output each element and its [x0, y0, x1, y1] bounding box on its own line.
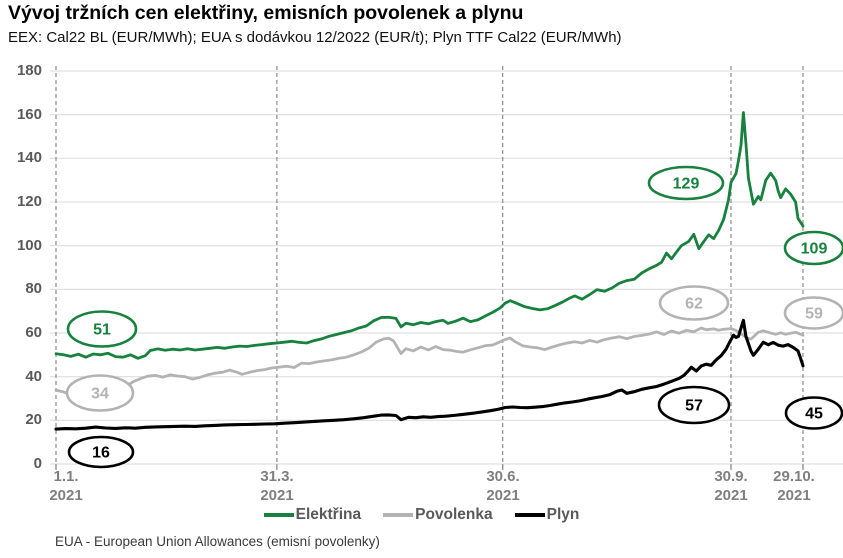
callout-ellipse-62: [658, 285, 730, 321]
y-tick-label: 120: [16, 193, 42, 210]
x-tick-label: 1.1. 2021: [26, 468, 106, 505]
x-tick-label: 29.10. 2021: [754, 468, 834, 505]
legend-item-plyn: Plyn: [514, 506, 580, 524]
series-line-povolenka: [54, 326, 805, 398]
y-tick-label: 60: [25, 324, 42, 341]
x-tick-label: 31.3. 2021: [237, 468, 317, 505]
x-tick-date: 29.10.: [773, 468, 815, 485]
y-tick-label: 180: [16, 62, 42, 79]
series-line-plyn: [54, 318, 805, 431]
x-axis-ticks: [55, 464, 804, 470]
x-tick-date: 30.9.: [714, 468, 748, 485]
series-line-elektřina: [54, 111, 805, 360]
legend-label: Elektřina: [295, 506, 362, 523]
callout-ellipse-109: [783, 230, 843, 266]
callout-value-129: 129: [673, 176, 700, 193]
x-tick-year: 2021: [486, 486, 520, 504]
callout-value-45: 45: [805, 406, 823, 423]
page-subtitle: EEX: Cal22 BL (EUR/MWh); EUA s dodávkou …: [8, 29, 622, 46]
series-lines: [54, 111, 805, 431]
legend-label: Plyn: [546, 506, 580, 523]
callout-ellipse-129: [647, 165, 725, 201]
callout-ellipse-16: [67, 435, 135, 469]
callout-value-34: 34: [91, 386, 109, 403]
callout-value-57: 57: [685, 398, 703, 415]
horizontal-gridlines: [50, 70, 843, 465]
x-tick-date: 1.1.: [53, 468, 79, 485]
x-tick-label: 30.9. 2021: [691, 468, 771, 505]
x-tick-year: 2021: [49, 486, 83, 504]
x-tick-date: 31.3.: [260, 468, 294, 485]
callout-value-62: 62: [685, 296, 703, 313]
elektrina-line-swatch: [263, 513, 294, 517]
callout-ellipse-51: [66, 310, 138, 348]
callout-value-51: 51: [93, 322, 111, 339]
footnote: EUA - European Union Allowances (emisní …: [55, 534, 380, 549]
y-tick-label: 40: [25, 368, 42, 385]
page-title: Vývoj tržních cen elektřiny, emisních po…: [8, 2, 524, 24]
callout-value-109: 109: [801, 241, 828, 258]
plyn-line-swatch: [514, 513, 545, 517]
y-tick-label: 140: [16, 149, 42, 166]
callout-value-59: 59: [805, 306, 823, 323]
y-tick-label: 0: [33, 455, 42, 472]
callout-ellipse-45: [784, 396, 843, 430]
callout-ellipse-57: [657, 385, 731, 425]
x-tick-year: 2021: [714, 486, 748, 504]
y-tick-label: 100: [16, 237, 42, 254]
callout-ellipse-34: [65, 374, 135, 412]
callout-ellipse-59: [783, 296, 843, 330]
legend-label: Povolenka: [415, 506, 493, 523]
legend-item-elektrina: Elektřina: [263, 506, 362, 524]
legend-item-povolenka: Povolenka: [383, 506, 493, 524]
povolenka-line-swatch: [383, 513, 414, 517]
y-tick-label: 80: [25, 280, 42, 297]
value-callouts: 51 34 16 129 62 57 109 59 45: [65, 165, 843, 469]
chart-legend: Elektřina Povolenka Plyn: [0, 506, 843, 524]
y-tick-label: 160: [16, 106, 42, 123]
y-tick-label: 20: [25, 411, 42, 428]
x-tick-date: 30.6.: [486, 468, 520, 485]
callout-value-16: 16: [92, 445, 110, 462]
x-tick-year: 2021: [777, 486, 811, 504]
x-tick-year: 2021: [260, 486, 294, 504]
x-tick-label: 30.6. 2021: [463, 468, 543, 505]
